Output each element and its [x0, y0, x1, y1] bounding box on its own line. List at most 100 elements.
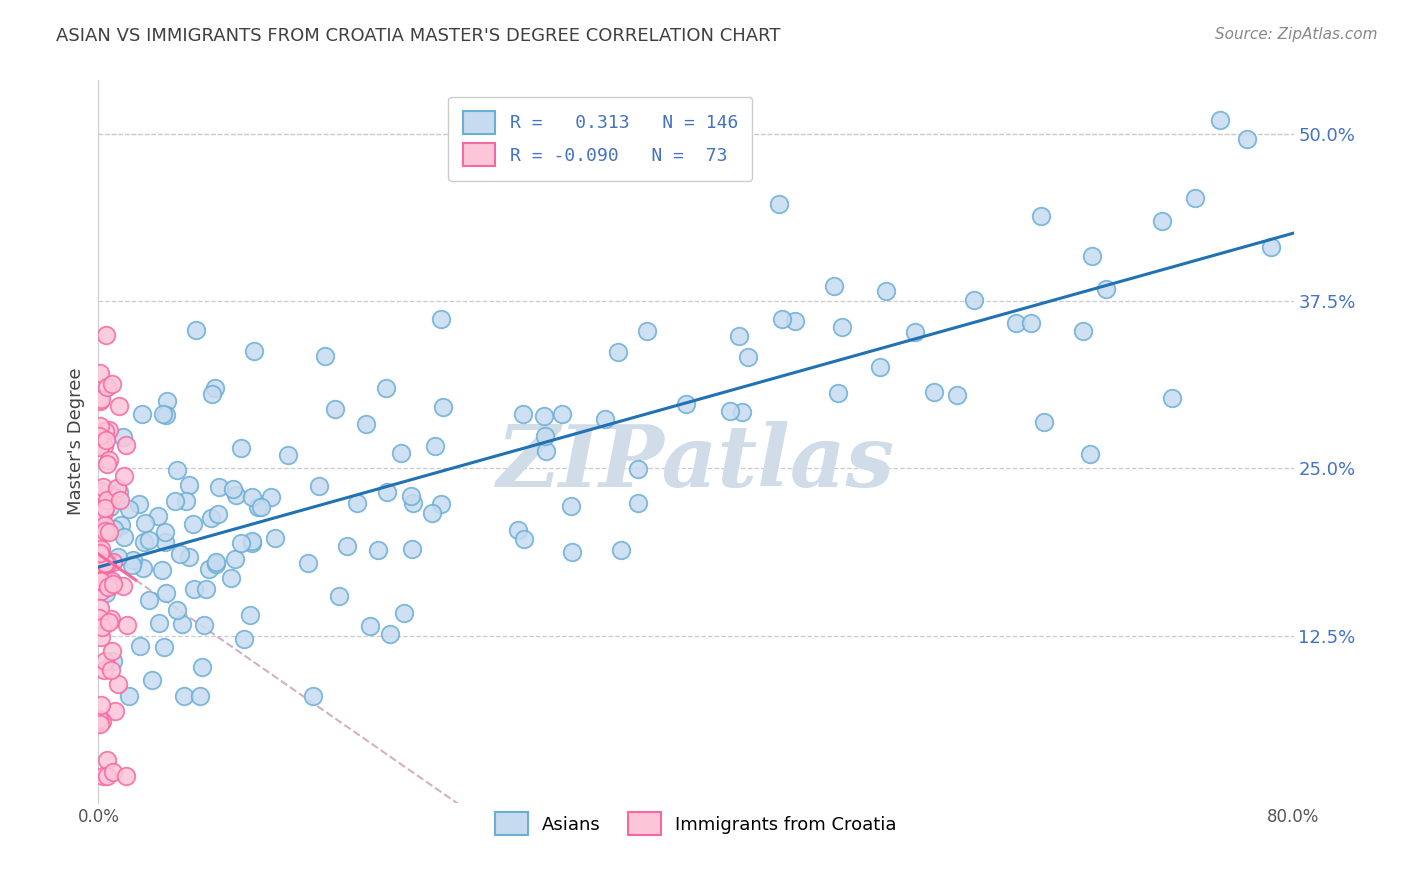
Point: [823, 279, 845, 293]
Point: [191, 659, 214, 673]
Text: ZIPatlas: ZIPatlas: [496, 421, 896, 505]
Point: [720, 404, 742, 418]
Point: [104, 704, 127, 718]
Point: [225, 488, 247, 502]
Point: [152, 564, 174, 578]
Point: [221, 482, 243, 496]
Point: [97, 453, 120, 467]
Point: [100, 376, 122, 391]
Point: [94, 424, 117, 438]
Point: [105, 481, 128, 495]
Point: [132, 535, 155, 549]
Point: [90, 698, 112, 712]
Point: [93, 505, 115, 519]
Point: [111, 430, 134, 444]
Point: [1005, 316, 1028, 330]
Point: [243, 343, 266, 358]
Point: [97, 580, 120, 594]
Point: [1019, 316, 1042, 330]
Point: [627, 461, 650, 475]
Point: [93, 500, 115, 515]
Point: [138, 593, 160, 607]
Point: [205, 555, 228, 569]
Point: [375, 381, 398, 395]
Point: [239, 607, 262, 622]
Point: [401, 489, 423, 503]
Point: [89, 440, 111, 454]
Point: [593, 412, 616, 426]
Point: [177, 478, 200, 492]
Point: [96, 556, 118, 570]
Point: [193, 618, 215, 632]
Point: [367, 542, 389, 557]
Point: [153, 535, 176, 549]
Point: [97, 525, 120, 540]
Point: [875, 284, 897, 298]
Point: [101, 574, 124, 589]
Point: [107, 677, 129, 691]
Point: [297, 556, 319, 570]
Point: [1160, 391, 1182, 405]
Point: [94, 654, 117, 668]
Point: [112, 469, 135, 483]
Point: [94, 556, 117, 570]
Point: [392, 606, 415, 620]
Y-axis label: Master's Degree: Master's Degree: [66, 368, 84, 516]
Point: [100, 612, 122, 626]
Point: [94, 517, 117, 532]
Point: [314, 350, 336, 364]
Point: [922, 385, 945, 400]
Point: [323, 401, 346, 416]
Point: [141, 673, 163, 687]
Point: [184, 323, 207, 337]
Point: [1094, 281, 1116, 295]
Point: [153, 640, 176, 655]
Point: [402, 496, 425, 510]
Point: [1029, 209, 1052, 223]
Point: [359, 619, 381, 633]
Point: [90, 392, 112, 406]
Point: [96, 457, 118, 471]
Point: [96, 434, 118, 448]
Point: [128, 497, 150, 511]
Point: [101, 489, 124, 503]
Point: [534, 428, 557, 442]
Point: [89, 601, 111, 615]
Point: [153, 524, 176, 539]
Point: [229, 536, 252, 550]
Point: [737, 351, 759, 365]
Point: [207, 507, 229, 521]
Point: [183, 582, 205, 596]
Point: [115, 438, 138, 452]
Point: [89, 489, 111, 503]
Point: [96, 769, 118, 783]
Point: [111, 578, 134, 592]
Point: [121, 558, 143, 572]
Point: [204, 557, 226, 571]
Point: [301, 689, 323, 703]
Point: [89, 553, 111, 567]
Point: [163, 493, 186, 508]
Point: [146, 508, 169, 523]
Point: [389, 446, 412, 460]
Point: [170, 616, 193, 631]
Point: [378, 626, 401, 640]
Point: [250, 500, 273, 514]
Point: [173, 689, 195, 703]
Point: [129, 640, 152, 654]
Point: [423, 438, 446, 452]
Point: [731, 405, 754, 419]
Point: [963, 293, 986, 307]
Point: [107, 550, 129, 565]
Point: [96, 380, 118, 394]
Point: [89, 394, 111, 409]
Point: [89, 717, 111, 731]
Point: [90, 583, 112, 598]
Point: [346, 496, 368, 510]
Point: [98, 500, 121, 514]
Point: [606, 344, 628, 359]
Point: [118, 689, 141, 703]
Point: [103, 522, 125, 536]
Point: [90, 574, 112, 589]
Point: [831, 320, 853, 334]
